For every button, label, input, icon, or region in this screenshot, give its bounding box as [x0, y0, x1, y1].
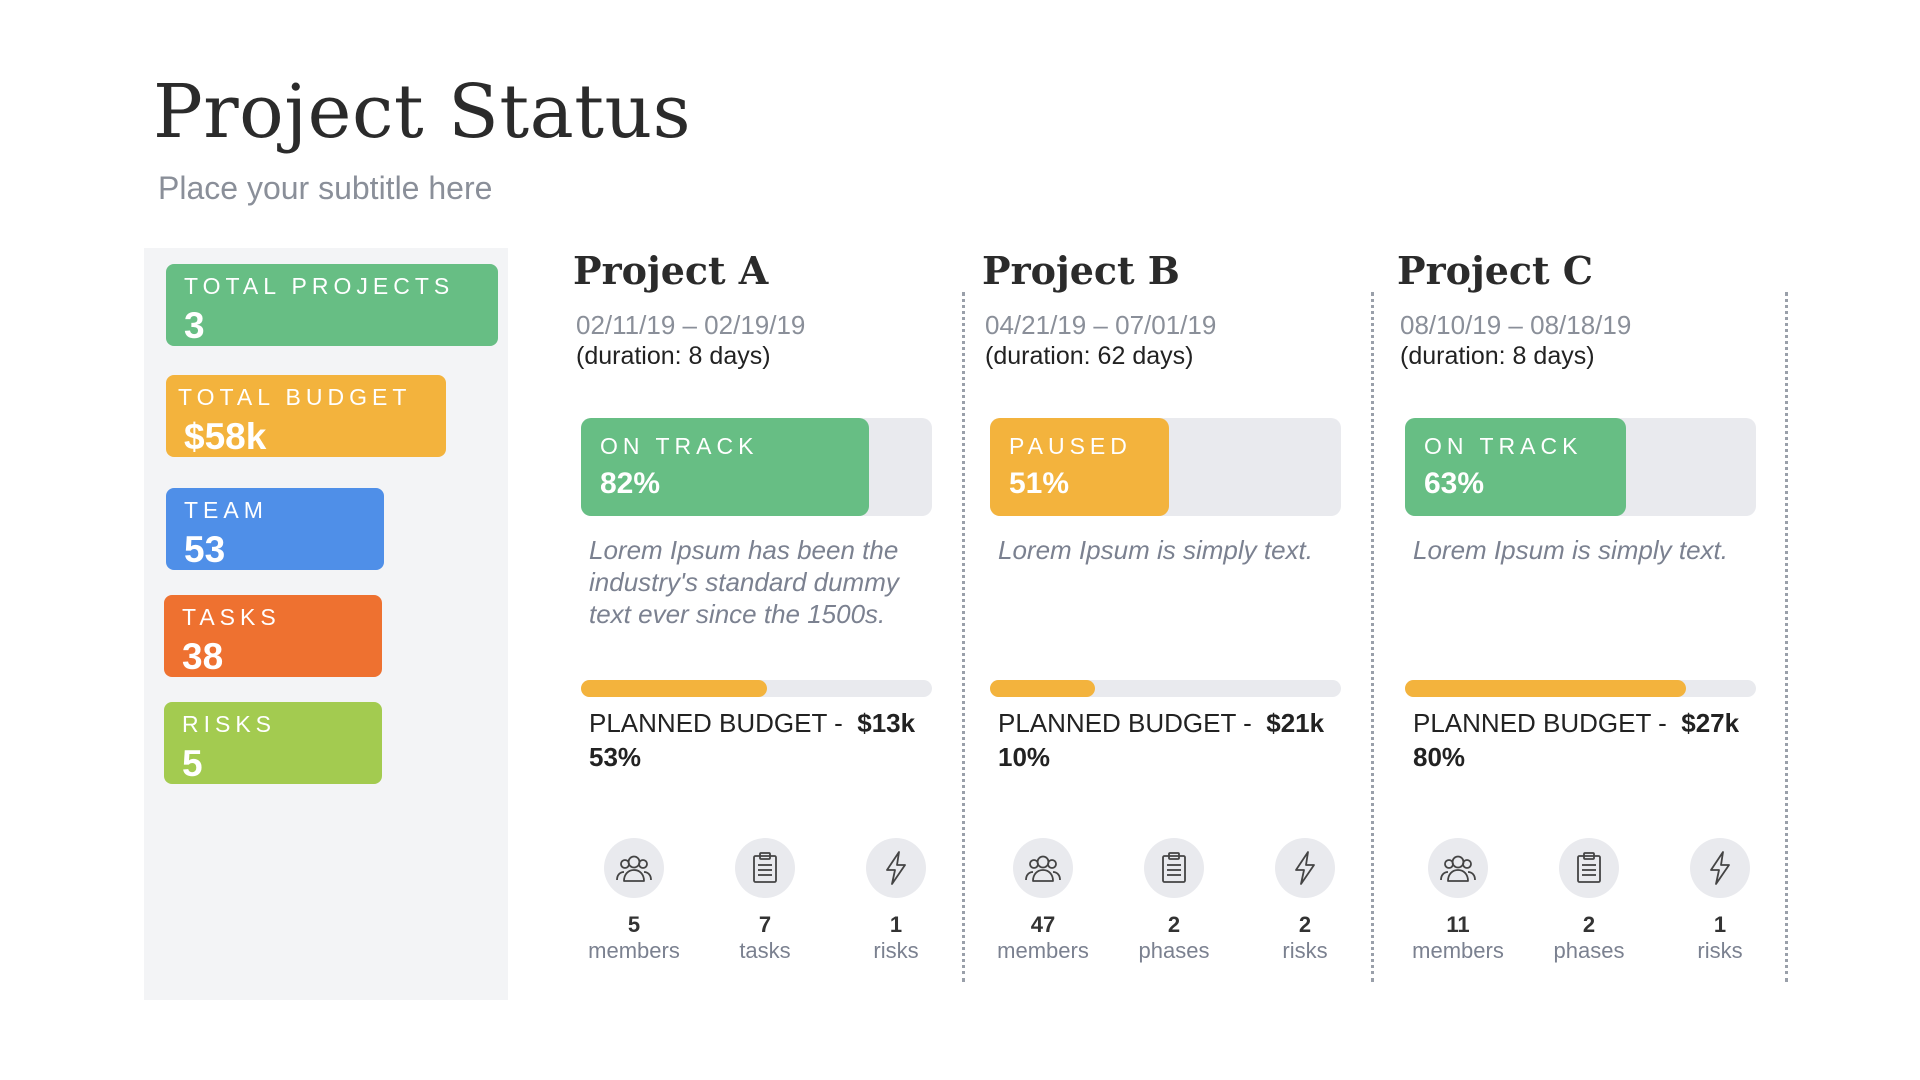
metric-count: 1	[1713, 912, 1727, 937]
metric-label: phases	[1553, 938, 1625, 963]
metric-count: 11	[1446, 912, 1470, 937]
stat-label: TOTAL PROJECTS	[184, 273, 455, 299]
clipboard-icon	[1559, 838, 1619, 898]
budget-bar	[581, 680, 932, 697]
status-label: ON TRACK	[1424, 433, 1583, 459]
lightning-icon	[1690, 838, 1750, 898]
status-fill: PAUSED 51%	[990, 418, 1169, 516]
budget-fill	[581, 680, 768, 697]
stat-label: TEAM	[184, 497, 268, 523]
metric-risks: 2 risks	[1250, 838, 1360, 964]
budget-bar	[1405, 680, 1756, 697]
planned-budget: PLANNED BUDGET - $21k 10%	[998, 706, 1324, 774]
metric-members: 11 members	[1403, 838, 1513, 964]
project-description: Lorem Ipsum has been the industry's stan…	[589, 535, 899, 629]
stat-value: 5	[182, 743, 203, 785]
project-description: Lorem Ipsum is simply text.	[1413, 535, 1728, 565]
planned-budget: PLANNED BUDGET - $27k 80%	[1413, 706, 1739, 774]
stat-value: 3	[184, 305, 205, 347]
stat-value: 38	[182, 636, 224, 678]
status-percent: 82%	[600, 467, 661, 501]
status-percent: 51%	[1009, 467, 1070, 501]
summary-sidebar: TOTAL PROJECTS 3 TOTAL BUDGET $58k TEAM …	[144, 248, 508, 1000]
project-dates: 08/10/19 – 08/18/19	[1400, 310, 1632, 340]
stat-tasks: TASKS 38	[164, 595, 382, 677]
metric-count: 2	[1582, 912, 1596, 937]
stat-total-budget: TOTAL BUDGET $58k	[166, 375, 446, 457]
project-name: Project B	[982, 248, 1180, 293]
budget-amount: $13k	[857, 708, 916, 738]
metric-label: risks	[873, 938, 919, 963]
budget-bar	[990, 680, 1341, 697]
budget-label: PLANNED BUDGET -	[1413, 708, 1675, 738]
metric-phases: 2 phases	[1119, 838, 1229, 964]
column-divider	[962, 292, 965, 982]
metric-label: phases	[1138, 938, 1210, 963]
metric-risks: 1 risks	[841, 838, 951, 964]
metric-risks: 1 risks	[1665, 838, 1775, 964]
project-name: Project A	[573, 248, 769, 293]
stat-value: 53	[184, 529, 226, 571]
metric-count: 2	[1298, 912, 1312, 937]
budget-fill	[1405, 680, 1686, 697]
metric-label: risks	[1697, 938, 1743, 963]
project-dates: 02/11/19 – 02/19/19	[576, 310, 806, 340]
stat-label: RISKS	[182, 711, 277, 737]
team-icon	[604, 838, 664, 898]
budget-percent: 80%	[1413, 742, 1466, 772]
metric-count: 2	[1167, 912, 1181, 937]
project-duration: (duration: 8 days)	[1400, 342, 1595, 370]
team-icon	[1013, 838, 1073, 898]
budget-percent: 53%	[589, 742, 642, 772]
lightning-icon	[866, 838, 926, 898]
column-divider	[1785, 292, 1788, 982]
status-label: PAUSED	[1009, 433, 1132, 459]
status-percent: 63%	[1424, 467, 1485, 501]
budget-label: PLANNED BUDGET -	[998, 708, 1260, 738]
budget-fill	[990, 680, 1096, 697]
project-dates: 04/21/19 – 07/01/19	[985, 310, 1217, 340]
stat-value: $58k	[184, 416, 267, 458]
status-bar: ON TRACK 63%	[1405, 418, 1756, 516]
stat-team: TEAM 53	[166, 488, 384, 570]
project-name: Project C	[1397, 248, 1594, 293]
team-icon	[1428, 838, 1488, 898]
metric-label: members	[997, 938, 1089, 963]
planned-budget: PLANNED BUDGET - $13k 53%	[589, 706, 915, 774]
column-divider	[1371, 292, 1374, 982]
metric-count: 1	[889, 912, 903, 937]
status-bar: ON TRACK 82%	[581, 418, 932, 516]
page-title: Project Status	[153, 69, 692, 155]
stat-risks: RISKS 5	[164, 702, 382, 784]
metric-count: 7	[758, 912, 772, 937]
metric-members: 5 members	[579, 838, 689, 964]
status-fill: ON TRACK 82%	[581, 418, 869, 516]
metric-label: members	[588, 938, 680, 963]
budget-percent: 10%	[998, 742, 1051, 772]
clipboard-icon	[735, 838, 795, 898]
page-subtitle: Place your subtitle here	[158, 170, 493, 206]
status-bar: PAUSED 51%	[990, 418, 1341, 516]
budget-label: PLANNED BUDGET -	[589, 708, 851, 738]
stat-total-projects: TOTAL PROJECTS 3	[166, 264, 498, 346]
metric-count: 5	[627, 912, 641, 937]
metric-label: risks	[1282, 938, 1328, 963]
status-label: ON TRACK	[600, 433, 759, 459]
clipboard-icon	[1144, 838, 1204, 898]
metric-count: 47	[1030, 912, 1056, 937]
stat-label: TOTAL BUDGET	[178, 384, 412, 410]
metric-label: members	[1412, 938, 1504, 963]
project-duration: (duration: 62 days)	[985, 342, 1194, 370]
lightning-icon	[1275, 838, 1335, 898]
stat-label: TASKS	[182, 604, 281, 630]
project-duration: (duration: 8 days)	[576, 342, 771, 370]
metric-members: 47 members	[988, 838, 1098, 964]
budget-amount: $27k	[1681, 708, 1740, 738]
metric-label: tasks	[739, 938, 791, 963]
status-fill: ON TRACK 63%	[1405, 418, 1627, 516]
project-description: Lorem Ipsum is simply text.	[998, 535, 1313, 565]
metric-tasks: 7 tasks	[710, 838, 820, 964]
budget-amount: $21k	[1266, 708, 1325, 738]
metric-phases: 2 phases	[1534, 838, 1644, 964]
